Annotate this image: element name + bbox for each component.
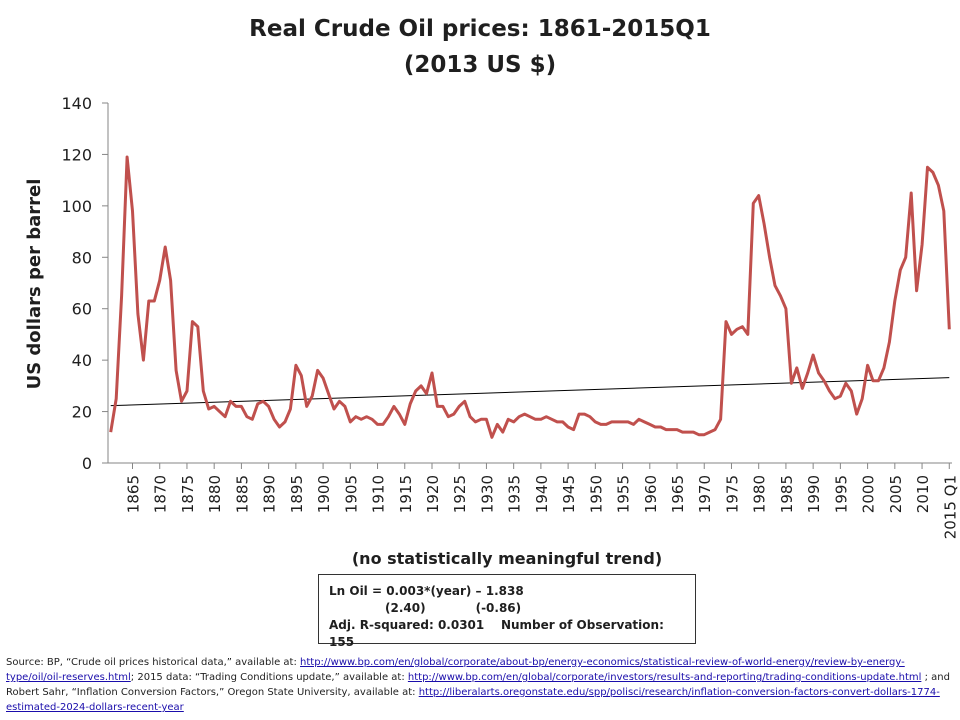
y-axis-label: US dollars per barrel bbox=[24, 179, 45, 390]
x-tick-label: 1890 bbox=[261, 475, 279, 513]
x-tick-label: 1980 bbox=[751, 475, 769, 513]
x-tick-label: 1935 bbox=[506, 475, 524, 513]
chart-title-line2: (2013 US $) bbox=[404, 52, 556, 78]
source-link-osu-inflation[interactable]: http://liberalarts.oregonstate.edu/spp/p… bbox=[6, 687, 940, 713]
x-tick-label: 1915 bbox=[397, 475, 415, 513]
x-tick-label: 1920 bbox=[424, 475, 442, 513]
x-tick-label: 1900 bbox=[315, 475, 333, 513]
source-text-1: Source: BP, “Crude oil prices historical… bbox=[6, 657, 301, 668]
x-tick-label: 1910 bbox=[370, 475, 388, 513]
x-tick-label: 1880 bbox=[206, 475, 224, 513]
x-axis: 1865 1870 1875 1880 1885 1890 1895 1900 1905 1910… bbox=[108, 462, 959, 539]
y-tick-label: 120 bbox=[61, 145, 92, 164]
y-tick-label: 40 bbox=[72, 351, 92, 370]
y-tick-label: 60 bbox=[72, 300, 92, 319]
x-tick-label: 1940 bbox=[533, 475, 551, 513]
x-tick-label: 1995 bbox=[832, 475, 850, 513]
x-axis-label: (no statistically meaningful trend) bbox=[352, 549, 662, 568]
x-tick-label: 1970 bbox=[696, 475, 714, 513]
observation-count: Number of Observation: 155 bbox=[329, 618, 664, 649]
source-link-bp-historical[interactable]: http://www.bp.com/en/global/corporate/ab… bbox=[6, 657, 905, 683]
x-tick-label: 1885 bbox=[233, 475, 251, 513]
x-tick-label: 1870 bbox=[152, 475, 170, 513]
regression-t-stats: (2.40) (-0.86) bbox=[329, 600, 685, 617]
x-tick-label: 2005 bbox=[887, 475, 905, 513]
x-tick-label: 1875 bbox=[179, 475, 197, 513]
y-tick-label: 20 bbox=[72, 403, 92, 422]
x-tick-label: 1865 bbox=[125, 475, 143, 513]
x-tick-label: 1960 bbox=[642, 475, 660, 513]
source-note: Source: BP, “Crude oil prices historical… bbox=[6, 655, 954, 715]
regression-equation: Ln Oil = 0.003*(year) – 1.838 bbox=[329, 584, 524, 598]
y-tick-label: 100 bbox=[61, 197, 92, 216]
trend-line bbox=[110, 377, 950, 407]
x-tick-label: 1950 bbox=[587, 475, 605, 513]
x-tick-label: 1975 bbox=[723, 475, 741, 513]
regression-summary: Adj. R-squared: 0.0301 Number of Observa… bbox=[329, 617, 685, 651]
adj-r-squared: Adj. R-squared: 0.0301 bbox=[329, 618, 485, 632]
chart-title-line1: Real Crude Oil prices: 1861-2015Q1 bbox=[249, 16, 711, 42]
x-tick-label: 1965 bbox=[669, 475, 687, 513]
price-series-line bbox=[109, 155, 951, 439]
x-tick-label: 1905 bbox=[342, 475, 360, 513]
x-tick-label: 2000 bbox=[860, 475, 878, 513]
x-tick-label: 1930 bbox=[478, 475, 496, 513]
y-tick-label: 0 bbox=[82, 454, 92, 473]
x-tick-label: 1895 bbox=[288, 475, 306, 513]
regression-box: Ln Oil = 0.003*(year) – 1.838 (2.40) (-0.… bbox=[318, 574, 696, 649]
x-tick-label: 2010 bbox=[914, 475, 932, 513]
x-tick-label: 2015 Q1 bbox=[941, 475, 959, 539]
y-axis: 0 20 40 60 80 100 120 140 bbox=[61, 94, 109, 473]
x-tick-label: 1985 bbox=[778, 475, 796, 513]
y-tick-label: 80 bbox=[72, 248, 92, 267]
y-tick-label: 140 bbox=[61, 94, 92, 113]
x-tick-label: 1945 bbox=[560, 475, 578, 513]
source-text-2: ; 2015 data: “Trading Conditions update,… bbox=[130, 672, 408, 683]
x-tick-label: 1955 bbox=[615, 475, 633, 513]
t-stat-slope: (2.40) bbox=[385, 601, 426, 615]
x-tick-label: 1925 bbox=[451, 475, 469, 513]
source-text-3: ; and Robert Sahr, “Inflation Conversion… bbox=[6, 672, 950, 698]
t-stat-intercept: (-0.86) bbox=[475, 601, 522, 615]
source-link-bp-trading[interactable]: http://www.bp.com/en/global/corporate/in… bbox=[407, 672, 922, 683]
x-tick-label: 1990 bbox=[805, 475, 823, 513]
